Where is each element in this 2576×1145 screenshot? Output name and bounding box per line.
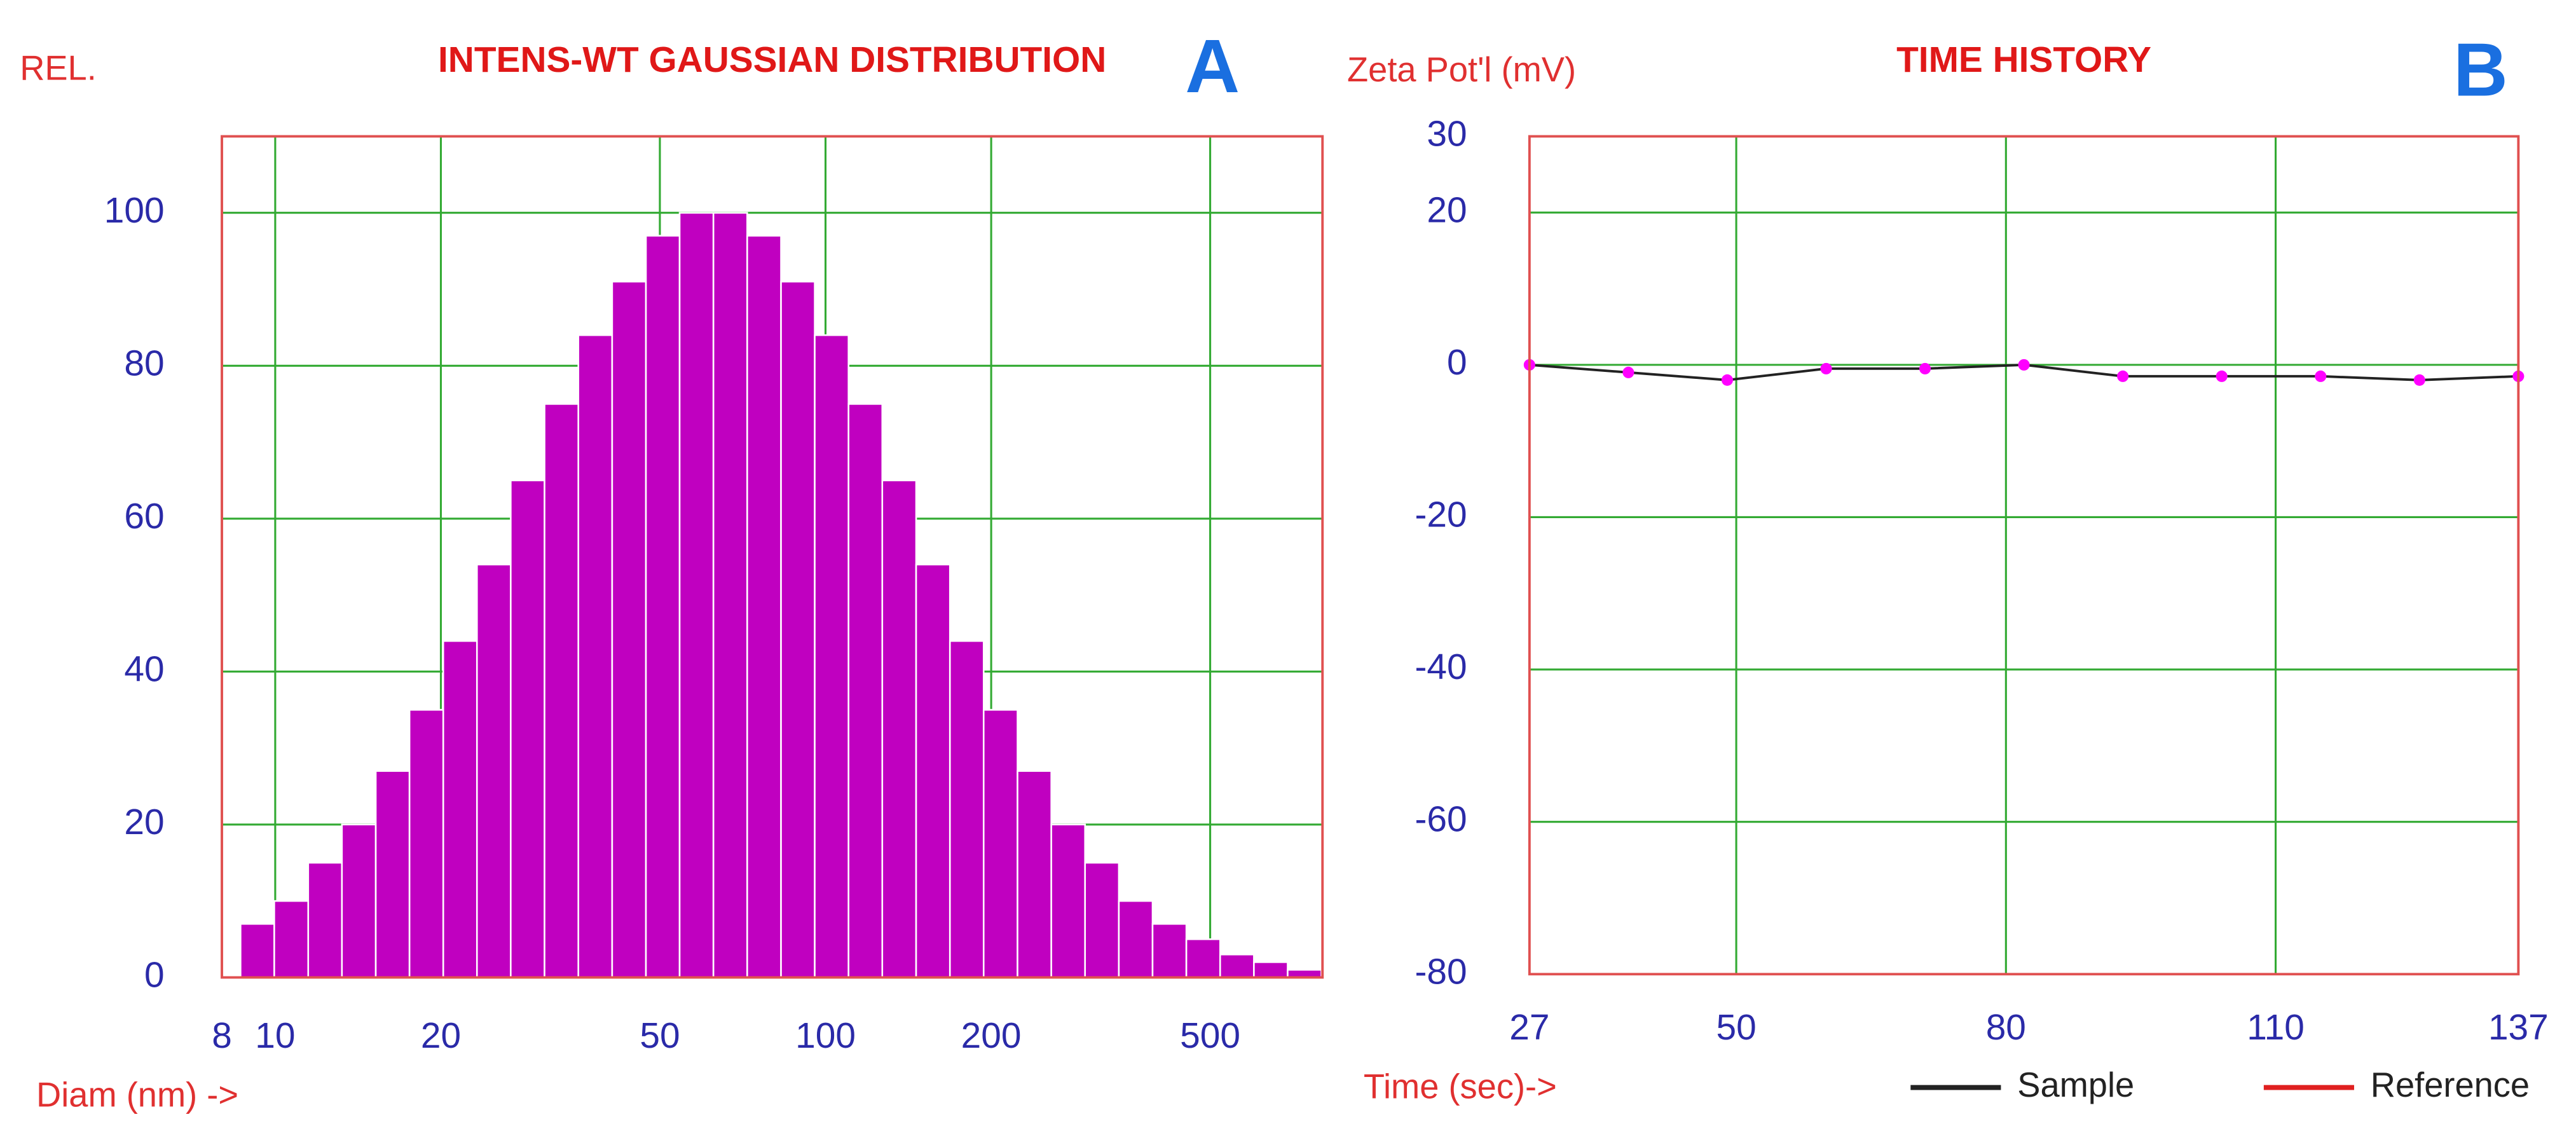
bar xyxy=(341,823,377,978)
y-tick-label: 30 xyxy=(1427,114,1467,154)
x-tick-label: 50 xyxy=(1716,1008,1756,1048)
plot-area xyxy=(1529,136,2519,975)
plot-frame xyxy=(1528,135,2520,976)
plot-frame xyxy=(221,135,1324,979)
point xyxy=(2216,370,2228,382)
bar xyxy=(611,280,647,978)
point xyxy=(2315,370,2327,382)
x-tick-label: 50 xyxy=(640,1016,680,1056)
x-axis-label: Time (sec)-> xyxy=(1364,1067,1557,1106)
bar xyxy=(240,922,275,978)
x-tick-label: 110 xyxy=(2247,1008,2305,1048)
x-tick-label: 500 xyxy=(1180,1016,1240,1056)
bar xyxy=(678,212,715,978)
bar xyxy=(949,640,985,978)
bar xyxy=(374,770,411,978)
point xyxy=(1721,374,1733,386)
y-tick-label: 40 xyxy=(124,649,164,689)
bar xyxy=(712,212,748,978)
bar xyxy=(307,861,343,978)
y-tick-label: 20 xyxy=(1427,190,1467,230)
bar xyxy=(645,235,681,978)
x-tick-label: 8 xyxy=(212,1016,232,1056)
panel-letter: A xyxy=(1185,24,1240,109)
bar xyxy=(1050,823,1086,978)
y-axis-label: Zeta Pot'l (mV) xyxy=(1347,51,1576,89)
y-tick-label: -40 xyxy=(1415,647,1467,687)
x-tick-label: 27 xyxy=(1509,1008,1549,1048)
point xyxy=(2117,370,2129,382)
bar xyxy=(982,709,1018,978)
legend-label: Reference xyxy=(2371,1066,2530,1104)
y-tick-label: 0 xyxy=(1447,343,1467,383)
x-tick-label: 80 xyxy=(1986,1008,2026,1048)
y-tick-label: 80 xyxy=(124,343,164,383)
bar xyxy=(915,563,951,978)
x-tick-label: 10 xyxy=(255,1016,295,1056)
bar xyxy=(1185,938,1221,978)
point xyxy=(1622,366,1634,378)
chart-title: INTENS-WT GAUSSIAN DISTRIBUTION xyxy=(438,40,1106,80)
x-tick-label: 100 xyxy=(795,1016,856,1056)
bar xyxy=(1253,961,1289,978)
bar xyxy=(510,479,545,978)
bar xyxy=(746,235,782,978)
y-tick-label: 60 xyxy=(124,497,164,537)
bar xyxy=(1118,900,1154,978)
y-axis-label: REL. xyxy=(20,49,97,87)
bar xyxy=(1151,922,1188,978)
x-tick-label: 200 xyxy=(961,1016,1022,1056)
x-tick-label: 20 xyxy=(421,1016,461,1056)
bar xyxy=(273,900,310,978)
bar xyxy=(1017,770,1052,978)
chart-title: TIME HISTORY xyxy=(1896,40,2151,80)
point xyxy=(1820,362,1832,374)
bar xyxy=(442,640,478,978)
bar xyxy=(577,334,613,978)
y-tick-label: 20 xyxy=(124,802,164,842)
x-axis-label: Diam (nm) -> xyxy=(36,1076,238,1114)
point xyxy=(2413,374,2425,386)
y-tick-label: -80 xyxy=(1415,952,1467,992)
y-tick-label: 100 xyxy=(104,191,165,231)
bar xyxy=(814,334,849,978)
bar xyxy=(847,403,884,978)
legend-label: Sample xyxy=(2017,1066,2134,1104)
bar xyxy=(780,280,816,978)
bar xyxy=(544,403,580,978)
point xyxy=(2018,359,2030,371)
point xyxy=(1919,362,1931,374)
bar xyxy=(476,563,512,978)
panel-letter: B xyxy=(2453,27,2508,112)
y-tick-label: -20 xyxy=(1415,495,1467,535)
x-tick-label: 137 xyxy=(2488,1008,2549,1048)
bar xyxy=(408,709,444,978)
bar xyxy=(1084,861,1120,978)
bar xyxy=(881,479,917,978)
y-tick-label: 0 xyxy=(144,955,165,995)
y-tick-label: -60 xyxy=(1415,800,1467,840)
bar xyxy=(1219,954,1255,978)
